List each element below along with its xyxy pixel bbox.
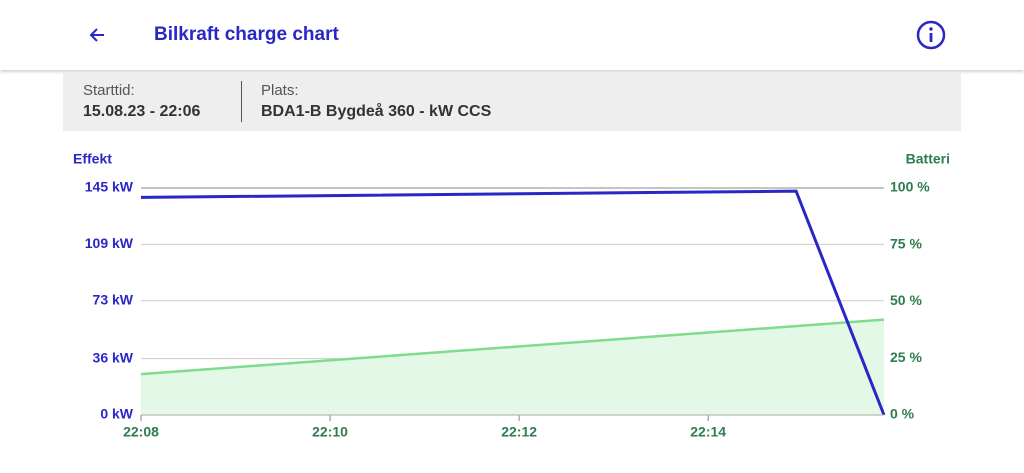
- place-value: BDA1-B Bygdeå 360 - kW CCS: [261, 103, 492, 120]
- y-tick-label: 0 kW: [100, 406, 133, 422]
- line: [140, 189, 886, 416]
- start-label: Starttid:: [83, 82, 135, 99]
- title: Bilkraft charge chart: [154, 24, 339, 45]
- line: [140, 318, 885, 376]
- y2-tick-label: 50 %: [890, 292, 922, 308]
- y-tick-label: 36 kW: [93, 349, 134, 365]
- y2-tick-label: 75 %: [890, 235, 922, 251]
- y2-axis-title: Batteri: [906, 151, 950, 167]
- session-info: Starttid: 15.08.23 - 22:06 Plats: BDA1-B…: [63, 73, 961, 131]
- x-tick-label: 22:14: [690, 424, 726, 440]
- back-button[interactable]: [86, 23, 110, 47]
- y2-tick-label: 0 %: [890, 406, 915, 422]
- area: [141, 319, 884, 415]
- x-tick-label: 22:12: [501, 424, 537, 440]
- y-tick-label: 109 kW: [85, 235, 134, 251]
- y-tick-label: 145 kW: [85, 179, 134, 195]
- x-tick-label: 22:08: [123, 424, 159, 440]
- place-label: Plats:: [261, 82, 299, 99]
- x-tick-label: 22:10: [312, 424, 348, 440]
- y-tick-label: 73 kW: [93, 291, 134, 307]
- y2-tick-label: 100 %: [890, 179, 930, 195]
- y2-tick-label: 25 %: [890, 349, 922, 365]
- start-value: 15.08.23 - 22:06: [83, 103, 201, 120]
- divider: [241, 81, 242, 122]
- y-axis-title: Effekt: [73, 151, 112, 167]
- app-bar: Bilkraft charge chart: [0, 0, 1024, 70]
- info-button[interactable]: [915, 19, 947, 51]
